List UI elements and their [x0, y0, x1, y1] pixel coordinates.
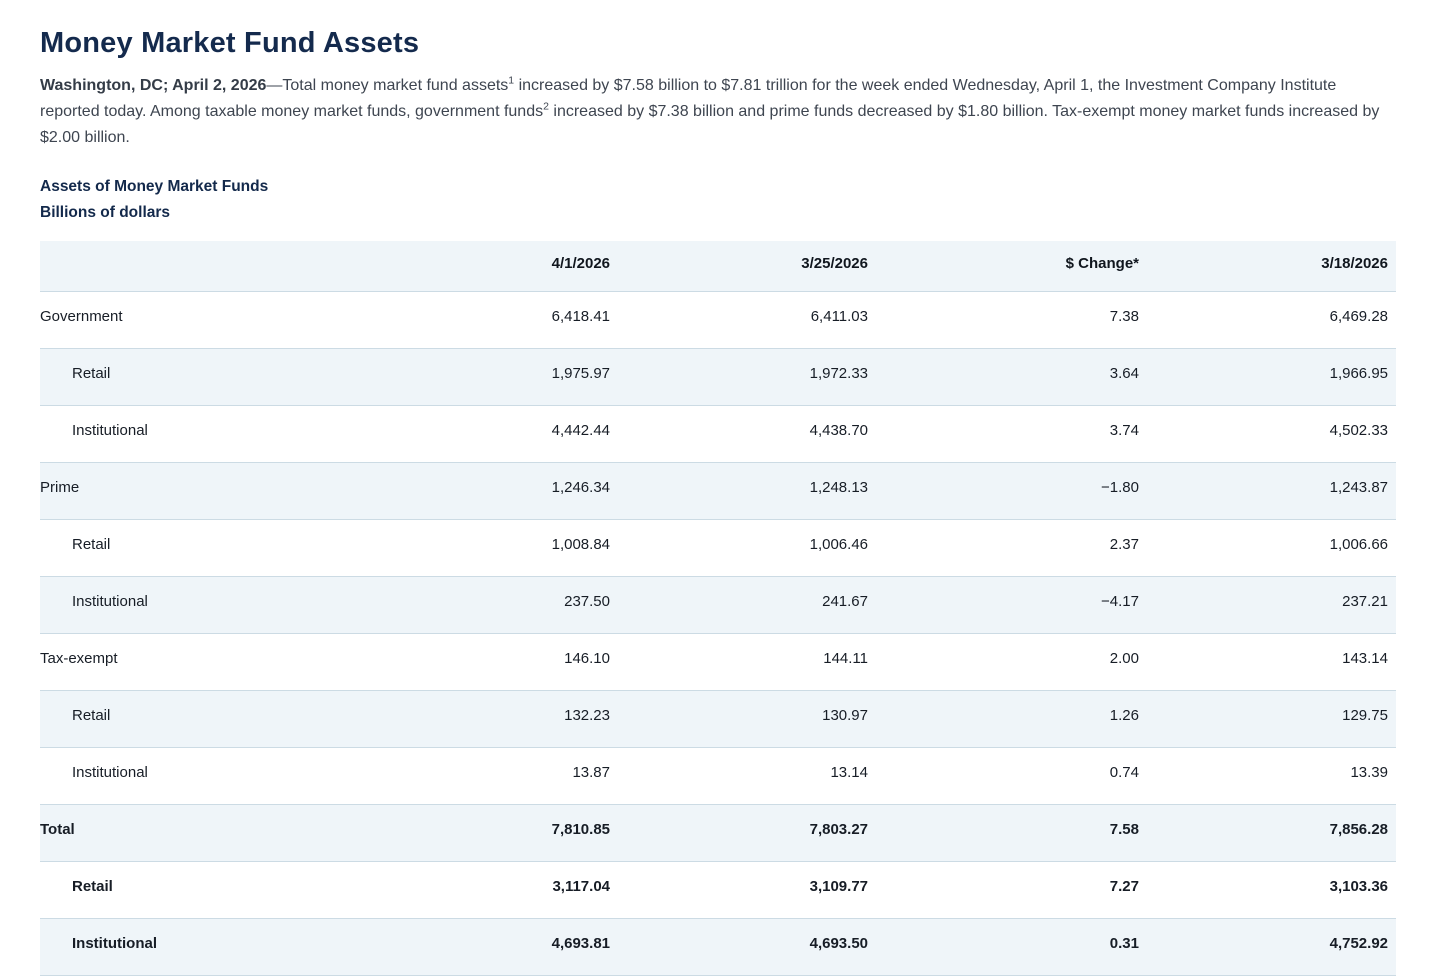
- row-value: 3.64: [1109, 365, 1139, 382]
- row-value: 7.38: [1109, 308, 1139, 325]
- column-header: 3/18/2026: [1321, 255, 1388, 273]
- row-label: Tax-exempt: [40, 650, 118, 667]
- table-row: Government 6,418.41 6,411.03 7.38 6,469.28: [40, 291, 1396, 348]
- row-value: −1.80: [1101, 479, 1139, 496]
- row-value: 1,006.46: [809, 536, 868, 553]
- assets-table-body: Government 6,418.41 6,411.03 7.38 6,469.28 Re…: [40, 291, 1396, 975]
- table-row: Institutional 13.87 13.14 0.74 13.39: [40, 747, 1396, 804]
- row-value: 4,693.81: [551, 935, 610, 952]
- row-label: Institutional: [72, 422, 148, 439]
- table-row: Tax-exempt 146.10 144.11 2.00 143.14: [40, 633, 1396, 690]
- row-label: Government: [40, 308, 123, 325]
- row-value: 4,442.44: [551, 422, 610, 439]
- table-row: Retail 1,008.84 1,006.46 2.37 1,006.66: [40, 519, 1396, 576]
- row-value: 4,438.70: [809, 422, 868, 439]
- intro-paragraph: Washington, DC; April 2, 2026—Total mone…: [40, 73, 1392, 151]
- column-header-empty: [40, 241, 460, 291]
- column-header: $ Change*: [1065, 255, 1139, 273]
- intro-text-3: increased by $7.38 billion and prime fun…: [40, 103, 1380, 146]
- table-row: Total 7,810.85 7,803.27 7.58 7,856.28: [40, 804, 1396, 861]
- footnote-marker-2: 2: [543, 100, 549, 113]
- row-value: 1,975.97: [551, 365, 610, 382]
- row-label: Retail: [72, 536, 111, 553]
- row-value: 1,006.66: [1329, 536, 1388, 553]
- row-value: 6,411.03: [810, 308, 868, 325]
- row-value: 0.74: [1109, 764, 1139, 781]
- column-header: 3/25/2026: [801, 255, 868, 273]
- row-value: 1,972.33: [809, 365, 868, 382]
- header-row: 4/1/2026 3/25/2026 $ Change* 3/18/2026: [40, 241, 1396, 291]
- row-value: 4,752.92: [1329, 935, 1388, 952]
- intro-text-2: increased by $7.58 billion to $7.81 tril…: [40, 77, 1337, 120]
- table-row: Retail 1,975.97 1,972.33 3.64 1,966.95: [40, 348, 1396, 405]
- row-value: 4,502.33: [1329, 422, 1388, 439]
- row-value: 13.39: [1350, 764, 1388, 781]
- footnote-marker-1: 1: [508, 74, 515, 87]
- table-row: Institutional 4,693.81 4,693.50 0.31 4,752.9…: [40, 918, 1396, 975]
- row-value: 6,418.41: [551, 308, 610, 325]
- row-value: 130.97: [822, 707, 868, 724]
- row-value: 7.58: [1109, 821, 1139, 838]
- row-value: 143.14: [1342, 650, 1388, 667]
- assets-table-header: 4/1/2026 3/25/2026 $ Change* 3/18/2026: [40, 241, 1396, 291]
- row-value: 7,810.85: [551, 821, 610, 838]
- row-label: Prime: [40, 479, 80, 496]
- table-row: Retail 132.23 130.97 1.26 129.75: [40, 690, 1396, 747]
- row-value: 1,246.34: [551, 479, 610, 496]
- row-value: 129.75: [1342, 707, 1388, 724]
- row-value: 2.00: [1109, 650, 1139, 667]
- row-label: Retail: [72, 365, 111, 382]
- row-value: 3,109.77: [809, 878, 868, 895]
- row-value: 3,103.36: [1329, 878, 1388, 895]
- row-value: 1,243.87: [1329, 479, 1388, 496]
- table-title: Assets of Money Market Funds: [40, 178, 269, 195]
- table-row: Institutional 4,442.44 4,438.70 3.74 4,502.3…: [40, 405, 1396, 462]
- row-value: 144.11: [823, 650, 868, 667]
- row-label: Retail: [72, 707, 111, 724]
- intro-dateline: Washington, DC; April 2, 2026: [40, 77, 267, 94]
- row-value: 146.10: [564, 650, 610, 667]
- row-value: 1.26: [1109, 707, 1139, 724]
- row-value: 132.23: [564, 707, 610, 724]
- row-value: 237.21: [1342, 593, 1388, 610]
- row-value: 1,248.13: [809, 479, 868, 496]
- row-value: 1,008.84: [551, 536, 610, 553]
- row-value: 6,469.28: [1329, 308, 1388, 325]
- assets-table: 4/1/2026 3/25/2026 $ Change* 3/18/2026 Gove…: [40, 241, 1396, 976]
- row-value: 1,966.95: [1329, 365, 1388, 382]
- row-value: 13.14: [830, 764, 868, 781]
- row-value: 3,117.04: [552, 878, 610, 895]
- row-value: 4,693.50: [809, 935, 868, 952]
- row-value: 237.50: [564, 593, 610, 610]
- row-label: Total: [40, 821, 75, 838]
- intro-text-1: Total money market fund assets: [282, 77, 509, 94]
- row-value: 13.87: [572, 764, 610, 781]
- table-row: Retail 3,117.04 3,109.77 7.27 3,103.36: [40, 861, 1396, 918]
- row-label: Institutional: [72, 764, 148, 781]
- row-label: Retail: [72, 878, 113, 895]
- row-value: 2.37: [1109, 536, 1139, 553]
- table-row: Prime 1,246.34 1,248.13 −1.80 1,243.87: [40, 462, 1396, 519]
- column-header: 4/1/2026: [551, 255, 610, 273]
- row-value: 241.67: [822, 593, 868, 610]
- table-subtitle: Billions of dollars: [40, 204, 171, 221]
- intro-dash: —: [266, 77, 283, 94]
- row-label: Institutional: [72, 593, 148, 610]
- row-value: 0.31: [1109, 935, 1139, 952]
- row-value: 7,803.27: [809, 821, 868, 838]
- row-value: −4.17: [1101, 593, 1139, 610]
- row-label: Institutional: [72, 935, 157, 952]
- row-value: 3.74: [1109, 422, 1139, 439]
- page-title: Money Market Fund Assets: [40, 27, 420, 59]
- row-value: 7.27: [1109, 878, 1139, 895]
- row-value: 7,856.28: [1329, 821, 1388, 838]
- table-row: Institutional 237.50 241.67 −4.17 237.21: [40, 576, 1396, 633]
